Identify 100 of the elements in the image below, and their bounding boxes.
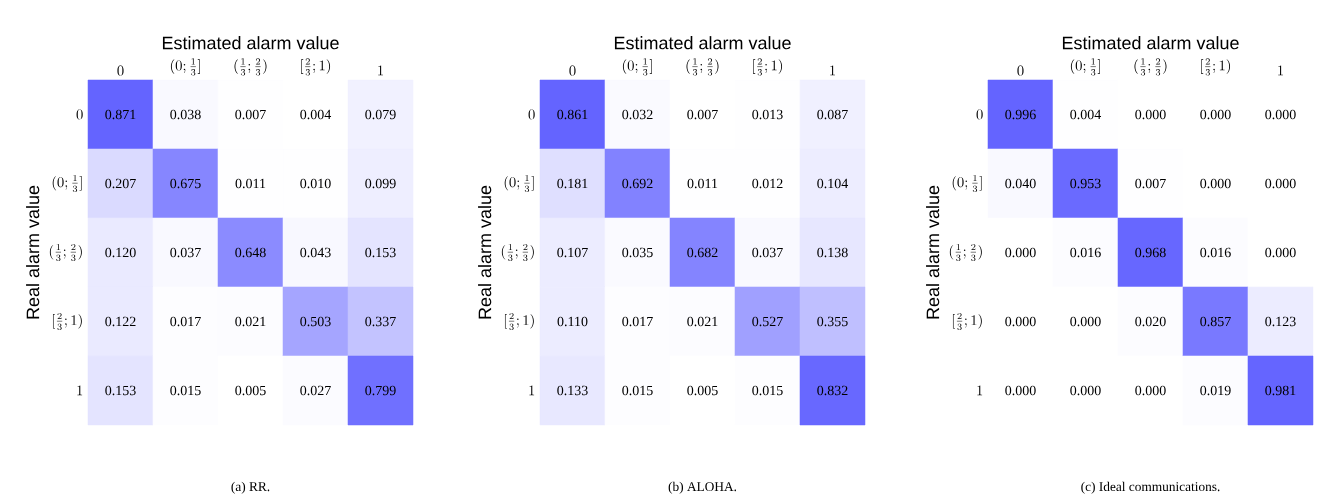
x-tick-label: $0$ [1017,65,1024,76]
data-label: 0.968 [1135,247,1166,258]
y-tick-label: $1$ [977,385,983,396]
y-axis-title: Real alarm value [26,185,40,319]
x-tick-label: $[\frac{2}{3};1)$ [301,58,331,76]
data-label: 0.015 [752,385,783,396]
x-axis-title: Estimated alarm value [614,36,791,50]
data-label: 0.027 [300,385,331,396]
y-tick-label: $(\frac{1}{3};\frac{2}{3})$ [49,243,82,262]
data-label: 0.207 [105,178,136,189]
data-label: 0.953 [1070,178,1101,189]
data-label: 0.005 [235,385,266,396]
data-label: 0.123 [1265,316,1296,327]
y-tick-label: $1$ [77,385,83,396]
y-tick-label: $(\frac{1}{3};\frac{2}{3})$ [501,243,534,262]
text: (c) Ideal communications. [1081,481,1220,494]
data-label: 0.799 [365,385,396,396]
data-label: 0.037 [752,247,783,258]
data-label: 0.000 [1200,109,1231,120]
data-label: 0.996 [1005,109,1036,120]
x-tick-label: $1$ [830,65,835,76]
data-label: 0.004 [1070,109,1102,120]
text: (a) RR. [231,481,270,494]
data-label: 0.021 [235,316,266,327]
x-tick-label: $(\frac{1}{3};\frac{2}{3})$ [1134,58,1167,76]
data-label: 0.007 [1135,178,1166,189]
data-label: 0.832 [817,385,848,396]
data-label: 0.004 [300,109,332,120]
data-label: 0.153 [365,247,396,258]
data-label: 0.692 [622,178,653,189]
data-label: 0.861 [557,109,588,120]
data-label: 0.037 [170,247,201,258]
y-axis-title: Real alarm value [478,185,492,319]
x-tick-label: $0$ [117,65,124,76]
data-label: 0.087 [817,109,848,120]
y-tick-label: $[\frac{2}{3};1)$ [504,312,534,331]
data-label: 0.040 [1005,178,1036,189]
data-label: 0.000 [1070,316,1101,327]
data-label: 0.016 [1200,247,1231,258]
data-label: 0.000 [1265,109,1296,120]
y-tick-label: $0$ [528,109,535,120]
data-label: 0.503 [300,316,331,327]
data-label: 0.675 [170,178,201,189]
y-tick-label: $(\frac{1}{3};\frac{2}{3})$ [949,243,982,262]
data-label: 0.020 [1135,316,1166,327]
y-tick-label: $[\frac{2}{3};1)$ [52,312,82,331]
data-label: 0.000 [1135,385,1166,396]
y-tick-label: $1$ [529,385,535,396]
x-tick-label: $(0;\frac{1}{3}]$ [170,58,200,76]
x-tick-label: $(0;\frac{1}{3}]$ [1070,58,1100,76]
data-label: 0.038 [170,109,201,120]
data-label: 0.110 [557,316,588,327]
text: (b) ALOHA. [668,481,737,494]
data-label: 0.032 [622,109,653,120]
data-label: 0.019 [1200,385,1231,396]
data-label: 0.857 [1200,316,1231,327]
data-label: 0.010 [300,178,331,189]
data-label: 0.682 [687,247,718,258]
data-label: 0.000 [1005,247,1036,258]
data-label: 0.122 [105,316,136,327]
data-label: 0.355 [817,316,848,327]
data-label: 0.013 [752,109,783,120]
data-label: 0.005 [687,385,718,396]
y-tick-label: $(0;\frac{1}{3}]$ [504,174,534,193]
data-label: 0.648 [235,247,266,258]
data-label: 0.017 [170,316,201,327]
data-label: 0.015 [622,385,653,396]
data-label: 0.871 [105,109,136,120]
data-label: 0.107 [557,247,588,258]
data-label: 0.017 [622,316,653,327]
data-label: 0.021 [687,316,718,327]
data-label: 0.181 [557,178,588,189]
x-axis-title: Estimated alarm value [1062,36,1239,50]
x-tick-label: $(0;\frac{1}{3}]$ [622,58,652,76]
data-label: 0.015 [170,385,201,396]
data-label: 0.035 [622,247,653,258]
data-label: 0.043 [300,247,331,258]
data-label: 0.012 [752,178,783,189]
data-label: 0.011 [687,178,718,189]
x-tick-label: $(\frac{1}{3};\frac{2}{3})$ [234,58,267,76]
x-tick-label: $(\frac{1}{3};\frac{2}{3})$ [686,58,719,76]
y-tick-label: $[\frac{2}{3};1)$ [952,312,982,331]
y-tick-label: $(0;\frac{1}{3}]$ [952,174,982,193]
data-label: 0.000 [1070,385,1101,396]
x-tick-label: $0$ [569,65,576,76]
data-label: 0.153 [105,385,136,396]
data-label: 0.000 [1265,247,1296,258]
data-label: 0.000 [1005,385,1036,396]
data-label: 0.000 [1135,109,1166,120]
data-label: 0.981 [1265,385,1296,396]
y-tick-label: $(0;\frac{1}{3}]$ [52,174,82,193]
data-label: 0.133 [557,385,588,396]
data-label: 0.007 [687,109,718,120]
data-label: 0.011 [235,178,266,189]
y-tick-label: $0$ [976,109,983,120]
data-label: 0.007 [235,109,266,120]
x-tick-label: $[\frac{2}{3};1)$ [753,58,783,76]
data-label: 0.079 [365,109,396,120]
data-label: 0.000 [1200,178,1231,189]
data-label: 0.104 [817,178,849,189]
